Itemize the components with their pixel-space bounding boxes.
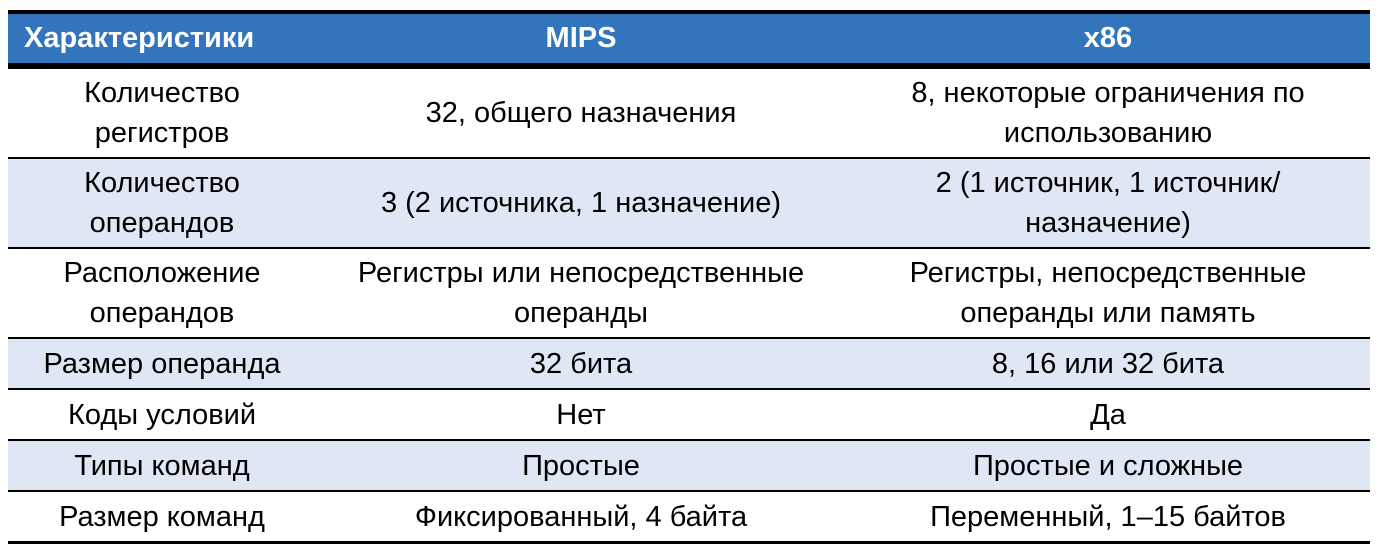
cell-characteristic: Расположение операндов xyxy=(8,247,316,338)
cell-x86: Регистры, непосредственные операнды или … xyxy=(846,247,1370,338)
cell-mips: Нет xyxy=(316,388,846,440)
cell-mips: Простые xyxy=(316,439,846,491)
cell-x86: Простые и сложные xyxy=(846,439,1370,491)
cell-characteristic: Коды условий xyxy=(8,388,316,440)
cell-characteristic: Количество операндов xyxy=(8,157,316,248)
cell-mips: Фиксированный, 4 байта xyxy=(316,490,846,543)
cell-characteristic: Типы команд xyxy=(8,439,316,491)
header-mips: MIPS xyxy=(316,12,846,69)
header-characteristics: Характеристики xyxy=(8,12,316,69)
table-row: Расположение операндов Регистры или непо… xyxy=(8,247,1370,338)
cell-mips: 32, общего назначения xyxy=(316,65,846,158)
table-row: Количество регистров 32, общего назначен… xyxy=(8,65,1370,158)
cell-x86: 2 (1 источник, 1 источник/назначение) xyxy=(846,157,1370,248)
cell-characteristic: Размер команд xyxy=(8,490,316,543)
table-row: Типы команд Простые Простые и сложные xyxy=(8,439,1370,491)
table-row: Размер операнда 32 бита 8, 16 или 32 бит… xyxy=(8,337,1370,389)
table-row: Количество операндов 3 (2 источника, 1 н… xyxy=(8,157,1370,248)
cell-x86: Переменный, 1–15 байтов xyxy=(846,490,1370,543)
comparison-table: Характеристики MIPS x86 Количество регис… xyxy=(8,10,1370,544)
header-row: Характеристики MIPS x86 xyxy=(8,12,1370,69)
cell-mips: 3 (2 источника, 1 назначение) xyxy=(316,157,846,248)
cell-characteristic: Размер операнда xyxy=(8,337,316,389)
cell-x86: 8, 16 или 32 бита xyxy=(846,337,1370,389)
cell-characteristic: Количество регистров xyxy=(8,65,316,158)
header-x86: x86 xyxy=(846,12,1370,69)
cell-mips: 32 бита xyxy=(316,337,846,389)
cell-x86: 8, некоторые ограничения по использовани… xyxy=(846,65,1370,158)
cell-mips: Регистры или непосредственные операнды xyxy=(316,247,846,338)
cell-x86: Да xyxy=(846,388,1370,440)
table-row: Коды условий Нет Да xyxy=(8,388,1370,440)
table-row: Размер команд Фиксированный, 4 байта Пер… xyxy=(8,490,1370,543)
